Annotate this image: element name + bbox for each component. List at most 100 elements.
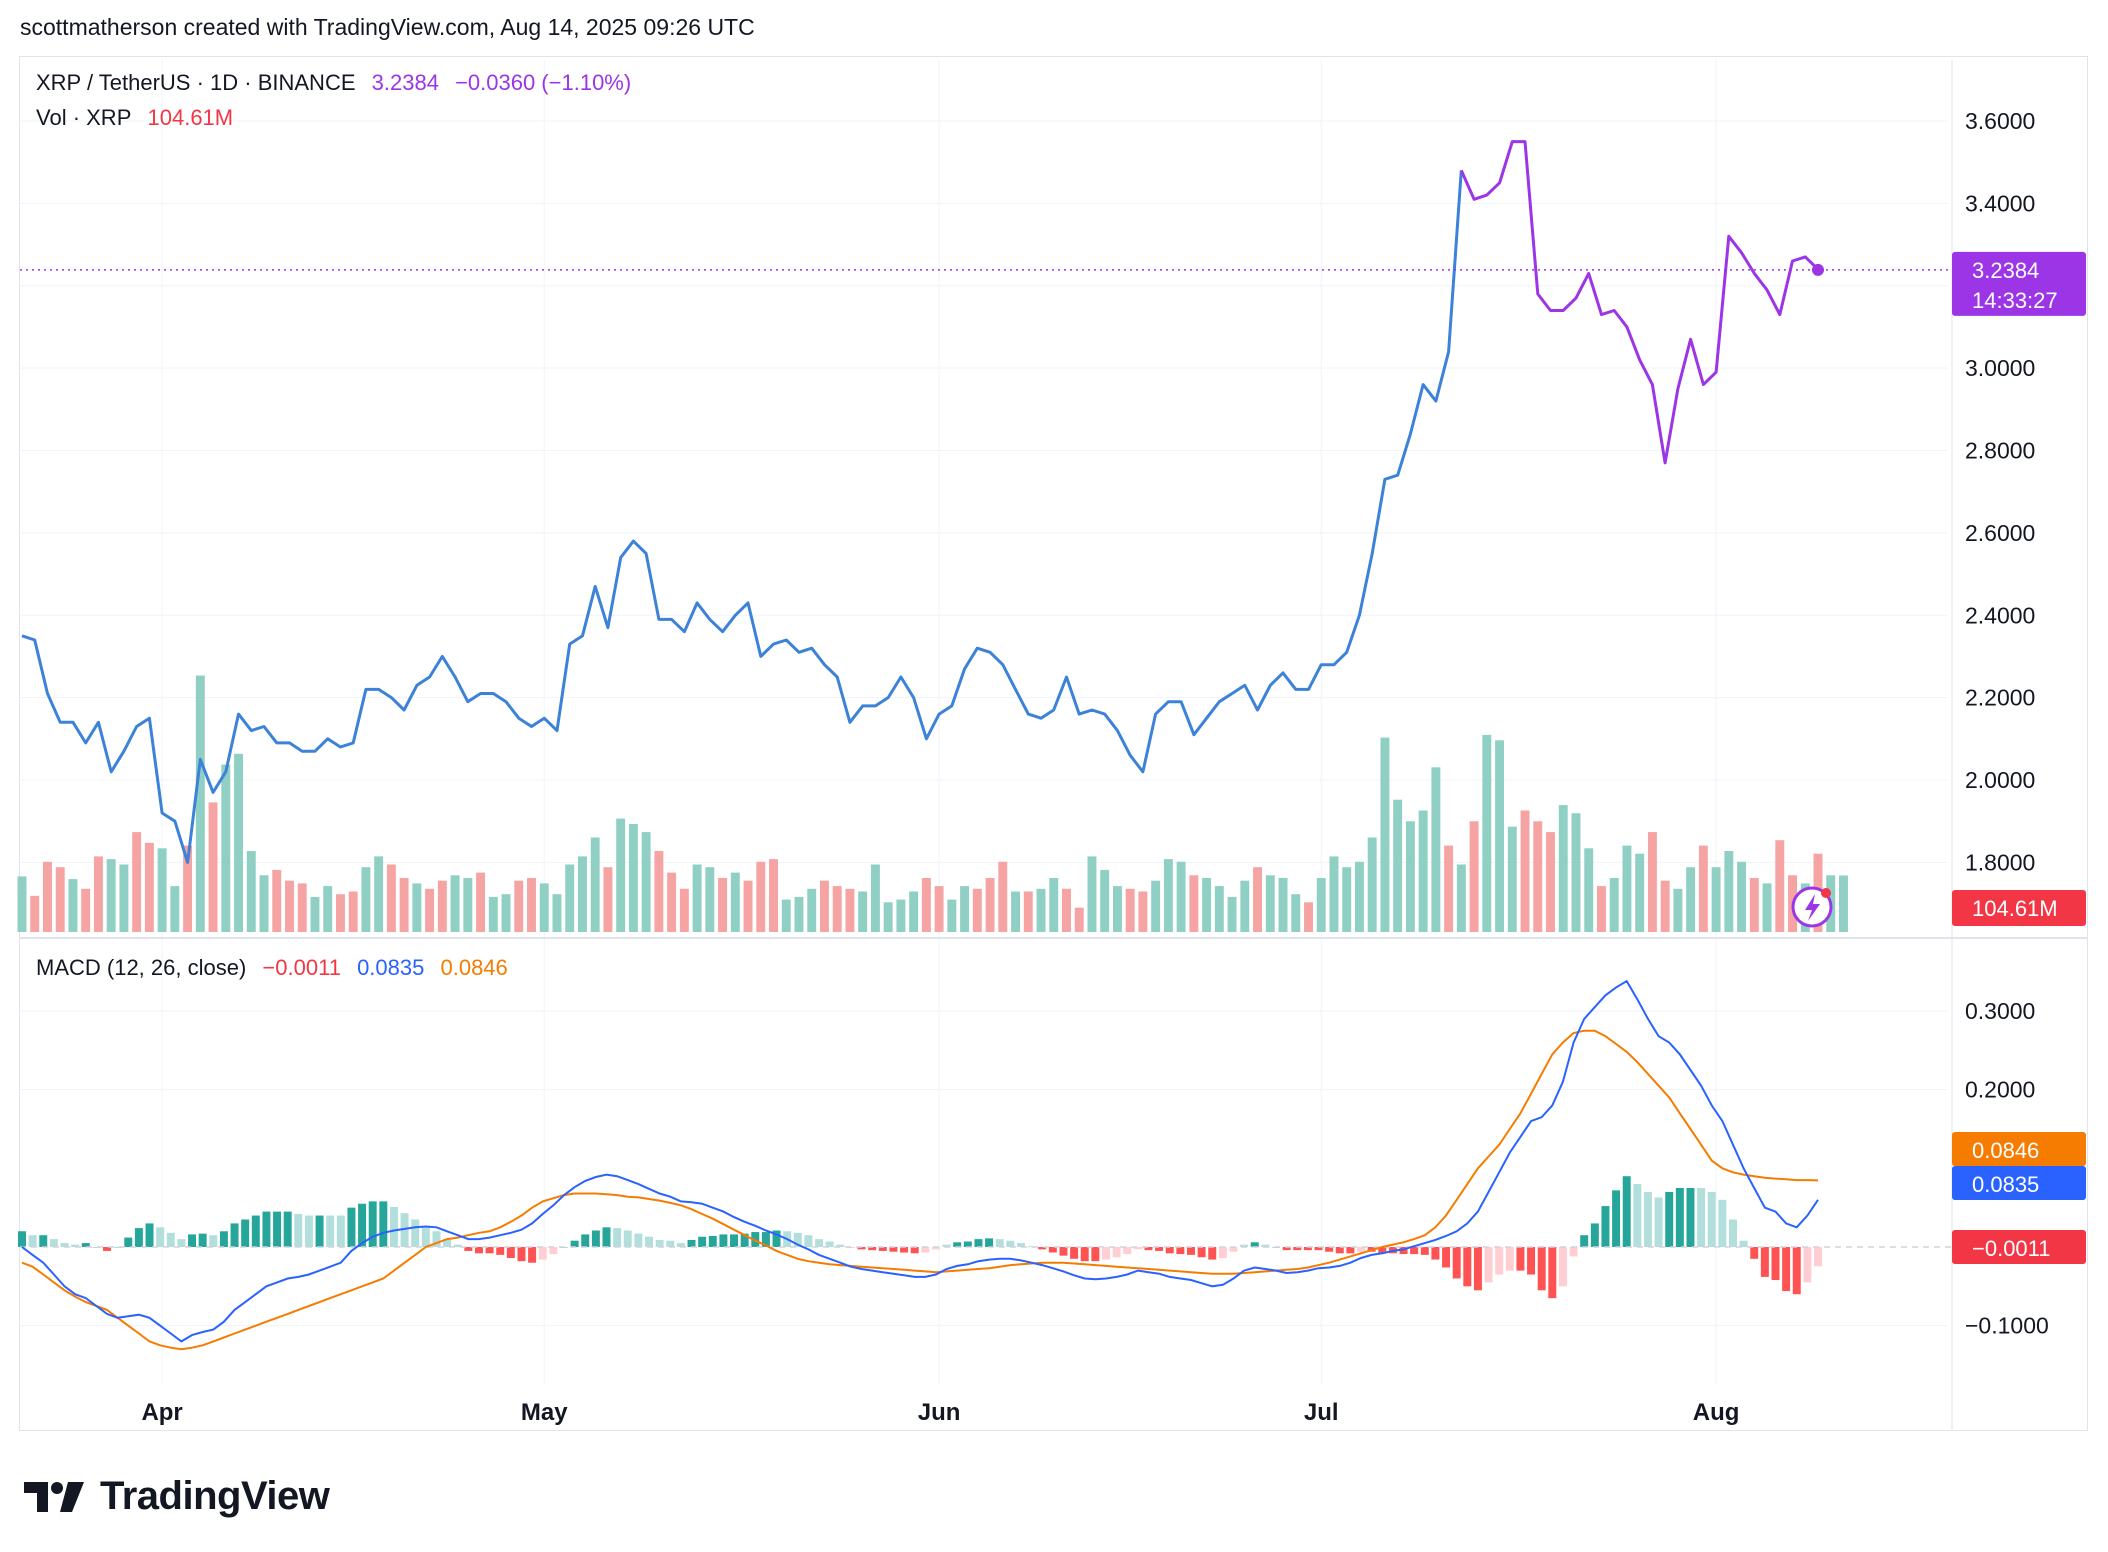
- volume-bar: [845, 888, 855, 932]
- macd-histogram-bar: [868, 1247, 877, 1251]
- volume-bar: [348, 891, 358, 932]
- macd-histogram-bar: [1505, 1247, 1514, 1271]
- volume-bar: [743, 880, 753, 932]
- volume-bar: [1125, 888, 1135, 932]
- macd-histogram-bar: [985, 1238, 994, 1247]
- volume-bar: [1291, 894, 1301, 932]
- volume-bar: [1278, 878, 1288, 932]
- volume-bar: [616, 818, 626, 932]
- macd-histogram-bar: [1250, 1242, 1259, 1247]
- volume-bar: [1597, 886, 1606, 932]
- price-tick-label: 2.4000: [1965, 602, 2035, 628]
- volume-bar: [1622, 845, 1632, 932]
- macd-histogram-bar: [1133, 1247, 1142, 1250]
- lightning-badge-icon[interactable]: [1791, 886, 1833, 928]
- macd-histogram-bar: [241, 1219, 250, 1247]
- macd-histogram-bar: [1399, 1247, 1408, 1255]
- macd-histogram-bar: [1165, 1247, 1174, 1254]
- vol-label[interactable]: Vol · XRP: [36, 105, 132, 130]
- volume-bar: [234, 753, 243, 932]
- volume-bar: [1074, 907, 1084, 932]
- macd-histogram-bar: [1463, 1247, 1472, 1287]
- volume-bar: [1507, 826, 1517, 932]
- volume-bar: [1724, 851, 1734, 932]
- price-line-recent: [1459, 140, 1820, 465]
- price-tick-label: 2.2000: [1965, 685, 2035, 711]
- macd-label[interactable]: MACD (12, 26, close): [36, 955, 247, 980]
- volume-bar: [820, 880, 829, 932]
- price-tick-label: 2.0000: [1965, 767, 2035, 793]
- macd-legend: MACD (12, 26, close) −0.0011 0.0835 0.08…: [36, 955, 518, 981]
- volume-bar: [1163, 859, 1173, 932]
- volume-bar: [781, 899, 791, 932]
- macd-histogram-bar: [1558, 1247, 1567, 1287]
- macd-histogram-bar: [1495, 1247, 1504, 1275]
- macd-histogram-bar: [1686, 1188, 1695, 1247]
- macd-histogram-bar: [889, 1247, 898, 1252]
- macd-tick-label: 0.2000: [1965, 1077, 2035, 1103]
- volume-bar: [132, 832, 142, 932]
- macd-histogram-bar: [1750, 1247, 1759, 1259]
- macd-histogram-bar: [974, 1239, 983, 1247]
- volume-bar: [1444, 845, 1454, 932]
- tradingview-logo[interactable]: TradingView: [24, 1474, 330, 1519]
- macd-histogram-bar: [1027, 1246, 1036, 1248]
- macd-histogram-bar: [28, 1235, 37, 1247]
- volume-bar: [170, 886, 180, 932]
- volume-bar: [68, 879, 78, 932]
- volume-bar: [183, 845, 193, 932]
- volume-bar: [718, 878, 728, 932]
- volume-bar: [590, 837, 600, 932]
- macd-histogram-bar: [836, 1244, 845, 1247]
- macd-histogram-bar: [1707, 1191, 1716, 1247]
- macd-histogram-bar: [347, 1207, 356, 1247]
- macd-histogram-bar: [804, 1235, 813, 1247]
- macd-histogram-bar: [1410, 1247, 1419, 1255]
- hist-tag-text: −0.0011: [1972, 1236, 2051, 1261]
- macd-histogram-bar: [219, 1231, 228, 1247]
- macd-histogram-bar: [251, 1215, 260, 1247]
- volume-bar: [488, 896, 498, 932]
- macd-histogram-bar: [517, 1247, 526, 1262]
- volume-bar: [832, 886, 842, 932]
- volume-bar: [1049, 878, 1059, 932]
- volume-bar: [679, 888, 689, 932]
- volume-bar: [1342, 867, 1352, 932]
- volume-bar: [896, 899, 906, 932]
- volume-bar: [794, 896, 804, 932]
- volume-bar: [1304, 902, 1313, 932]
- volume-bar: [1202, 878, 1212, 932]
- macd-histogram-bar: [1675, 1188, 1684, 1247]
- macd-histogram-bar: [1038, 1247, 1047, 1250]
- macd-histogram-bar: [1665, 1191, 1674, 1247]
- volume-bar: [501, 894, 511, 932]
- volume-bar: [246, 851, 256, 932]
- macd-histogram-bar: [878, 1247, 887, 1251]
- vol-value: 104.61M: [147, 105, 234, 130]
- month-label: May: [521, 1399, 568, 1426]
- volume-bar: [1316, 878, 1326, 932]
- volume-bar: [577, 856, 587, 932]
- volume-bar: [1775, 840, 1785, 932]
- macd-histogram-bar: [1590, 1223, 1599, 1247]
- volume-bar: [272, 869, 282, 932]
- macd-histogram-bar: [464, 1247, 473, 1251]
- macd-histogram-bar: [1080, 1247, 1089, 1262]
- volume-bar: [1546, 832, 1555, 932]
- macd-histogram-bar: [379, 1201, 388, 1247]
- macd-histogram-bar: [1452, 1247, 1461, 1279]
- macd-histogram-bar: [1782, 1247, 1791, 1292]
- volume-legend: Vol · XRP 104.61M: [36, 105, 243, 131]
- chart-frame: [19, 56, 2088, 1431]
- last-price-dot: [1812, 263, 1824, 276]
- volume-bar: [1456, 864, 1466, 932]
- macd-histogram-bar: [1771, 1247, 1780, 1281]
- macd-histogram-bar: [1144, 1247, 1153, 1251]
- price-and-macd-lines: [20, 140, 1952, 1351]
- macd-tag-text: 0.0835: [1972, 1172, 2039, 1197]
- volume-bar: [285, 880, 294, 932]
- macd-histogram-bar: [825, 1241, 834, 1247]
- macd-histogram-bar: [103, 1247, 112, 1251]
- symbol-label[interactable]: XRP / TetherUS · 1D · BINANCE: [36, 70, 356, 95]
